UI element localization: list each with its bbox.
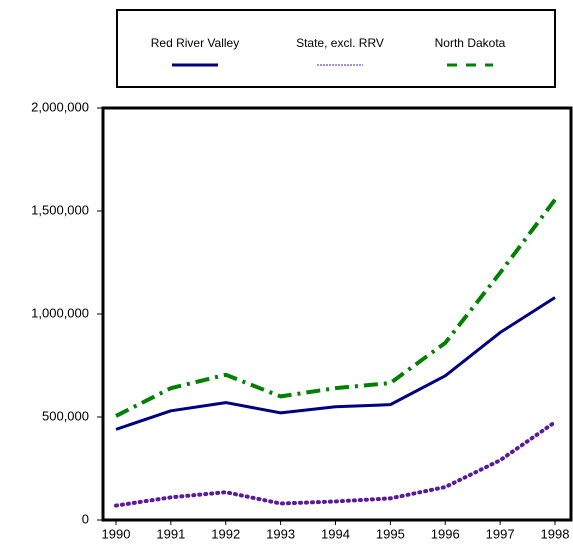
x-tick-label: 1997 (486, 526, 515, 541)
y-tick-label: 1,000,000 (31, 305, 89, 320)
legend-label: State, excl. RRV (296, 36, 384, 50)
y-tick-label: 1,500,000 (31, 202, 89, 217)
x-tick-label: 1998 (541, 526, 570, 541)
y-tick-label: 2,000,000 (31, 99, 89, 114)
x-tick-label: 1992 (211, 526, 240, 541)
legend-label: Red River Valley (151, 36, 239, 50)
series-line (114, 420, 557, 508)
series-line (115, 296, 556, 431)
x-tick-label: 1994 (321, 526, 350, 541)
y-tick-label: 500,000 (42, 408, 89, 423)
x-tick-label: 1996 (431, 526, 460, 541)
x-tick-label: 1990 (102, 526, 131, 541)
x-tick-label: 1995 (376, 526, 405, 541)
x-tick-label: 1991 (156, 526, 185, 541)
x-tick-label: 1993 (266, 526, 295, 541)
series-line (115, 198, 557, 418)
y-tick-label: 0 (82, 511, 89, 526)
legend-box (116, 9, 556, 88)
legend-label: North Dakota (435, 36, 506, 50)
